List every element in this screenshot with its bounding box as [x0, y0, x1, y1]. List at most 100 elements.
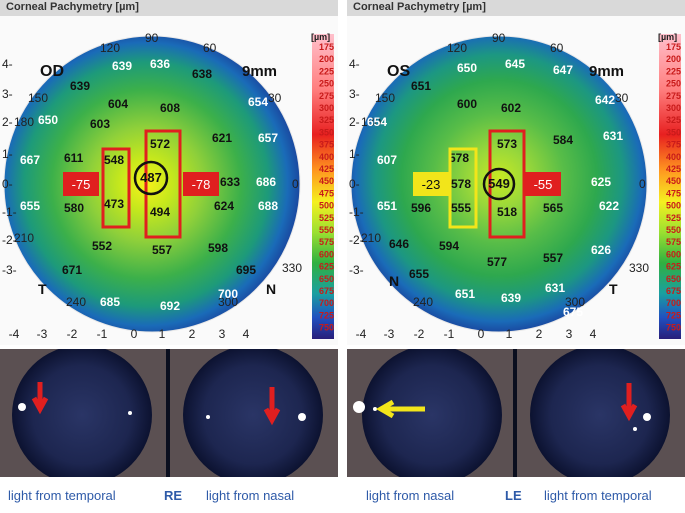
scale-tick-label: 700	[319, 298, 334, 308]
re-y-ticks: 4- 3- 2- 1- 0- -1- -2- -3-	[2, 57, 17, 277]
le-nasal-reflex-small	[373, 407, 377, 411]
scale-tick-label: 275	[319, 91, 334, 101]
le-left-diff-value: -23	[422, 177, 441, 192]
thickness-value: 584	[553, 133, 573, 147]
re-eye-label: OD	[40, 63, 64, 80]
thickness-value: 580	[64, 201, 84, 215]
le-scale-ticks: [µm]175 200 225 250 275 300 325 350 375 400 425 450…	[658, 32, 681, 333]
scale-tick-label: 575	[319, 237, 334, 247]
scale-tick-label: 300	[319, 103, 334, 113]
scale-tick-label: 350	[666, 127, 681, 137]
scale-tick-label: 225	[666, 66, 681, 76]
re-center-circle	[133, 160, 169, 196]
x-tick-label: -4	[9, 327, 20, 341]
le-right-diff-value: -55	[534, 177, 553, 192]
scale-tick-label: 200	[319, 54, 334, 64]
red-arrow-icon	[263, 387, 281, 426]
scale-tick-label: 275	[666, 91, 681, 101]
thickness-value: 695	[236, 263, 256, 277]
re-photo-temporal-eye	[12, 349, 152, 477]
le-thickness-values: 650 645 647 651 642 654 600 602 631 578 573 584 607 5…	[367, 57, 623, 319]
scale-tick-label: 550	[319, 225, 334, 235]
thickness-value: 604	[108, 97, 128, 111]
y-tick-label: 4-	[349, 57, 360, 71]
angle-label: 30	[615, 91, 629, 105]
scale-tick-label: 400	[666, 152, 681, 162]
scale-tick-label: 375	[319, 140, 334, 150]
le-photo-temporal-eye	[530, 349, 670, 477]
y-tick-label: 2-	[349, 115, 360, 129]
thickness-value: 633	[220, 175, 240, 189]
y-tick-label: 0-	[2, 177, 13, 191]
le-color-scale	[659, 34, 681, 339]
thickness-value: 557	[152, 243, 172, 257]
le-pachymetry-map: [µm]175200225250275300325350375400425450…	[349, 31, 681, 341]
thickness-value: 602	[501, 101, 521, 115]
angle-label: 60	[550, 41, 564, 55]
thickness-value: 572	[150, 137, 170, 151]
thickness-value: 598	[208, 241, 228, 255]
angle-label: 150	[375, 91, 395, 105]
re-temporal-reflex	[18, 403, 26, 411]
caption-le: LE	[505, 488, 522, 503]
re-angle-labels: 90 120 60 150 30 180 0 210 330 240 300	[14, 31, 302, 309]
angle-label: 240	[66, 295, 86, 309]
x-tick-label: -1	[97, 327, 108, 341]
scale-tick-label: 450	[666, 176, 681, 186]
thickness-value: 518	[497, 205, 517, 219]
thickness-value: 639	[70, 79, 90, 93]
thickness-value: 603	[90, 117, 110, 131]
angle-label: 240	[413, 295, 433, 309]
thickness-value: 654	[367, 115, 387, 129]
le-zone-label: 9mm	[589, 63, 624, 80]
y-tick-label: 2-	[2, 115, 13, 129]
angle-label: 180	[14, 115, 34, 129]
x-tick-label: 1	[506, 327, 513, 341]
thickness-value: 642	[595, 93, 615, 107]
scale-tick-label: 225	[319, 66, 334, 76]
thickness-value: 552	[92, 239, 112, 253]
scale-tick-label: 325	[319, 115, 334, 125]
re-nasal-label: N	[266, 281, 276, 297]
scale-tick-label: 625	[666, 262, 681, 272]
le-right-diff-badge	[525, 172, 561, 196]
re-right-marker-box	[144, 129, 182, 239]
thickness-value: 654	[248, 95, 268, 109]
re-thickness-values: 639 636 638 639 654 650 604 608 603 621 657 667 611 5…	[20, 57, 278, 313]
scale-tick-label: 175	[666, 42, 681, 52]
x-tick-label: -2	[414, 327, 425, 341]
thickness-value: 667	[20, 153, 40, 167]
thickness-value: 607	[377, 153, 397, 167]
le-map-title: Corneal Pachymetry [µm]	[353, 1, 486, 13]
y-tick-label: 3-	[2, 87, 13, 101]
y-tick-label: -3-	[349, 263, 364, 277]
scale-tick-label: 725	[319, 310, 334, 320]
re-temporal-label: T	[38, 281, 47, 297]
thickness-value: 657	[258, 131, 278, 145]
le-map-header: Corneal Pachymetry [µm]	[347, 0, 685, 16]
scale-tick-label: 175	[319, 42, 334, 52]
le-photo-nasal-eye	[362, 349, 502, 477]
x-tick-label: -3	[37, 327, 48, 341]
x-tick-label: 2	[189, 327, 196, 341]
le-nasal-reflex	[353, 401, 365, 413]
thickness-value: 578	[449, 151, 469, 165]
thickness-value: 555	[451, 201, 471, 215]
x-tick-label: -4	[356, 327, 367, 341]
scale-tick-label: 600	[319, 249, 334, 259]
thickness-value: 651	[377, 199, 397, 213]
angle-label: 30	[268, 91, 282, 105]
x-tick-label: 2	[536, 327, 543, 341]
thickness-value: 577	[487, 255, 507, 269]
thickness-value: 675	[563, 305, 583, 319]
y-tick-label: -2-	[2, 233, 17, 247]
re-map-title: Corneal Pachymetry [µm]	[6, 1, 139, 13]
thickness-value: 639	[112, 59, 132, 73]
thickness-value: 650	[38, 113, 58, 127]
scale-tick-label: 600	[666, 249, 681, 259]
scale-tick-label: 750	[666, 323, 681, 333]
thickness-value: 548	[104, 153, 124, 167]
thickness-value: 622	[599, 199, 619, 213]
thickness-value: 600	[457, 97, 477, 111]
angle-label: 210	[361, 231, 381, 245]
